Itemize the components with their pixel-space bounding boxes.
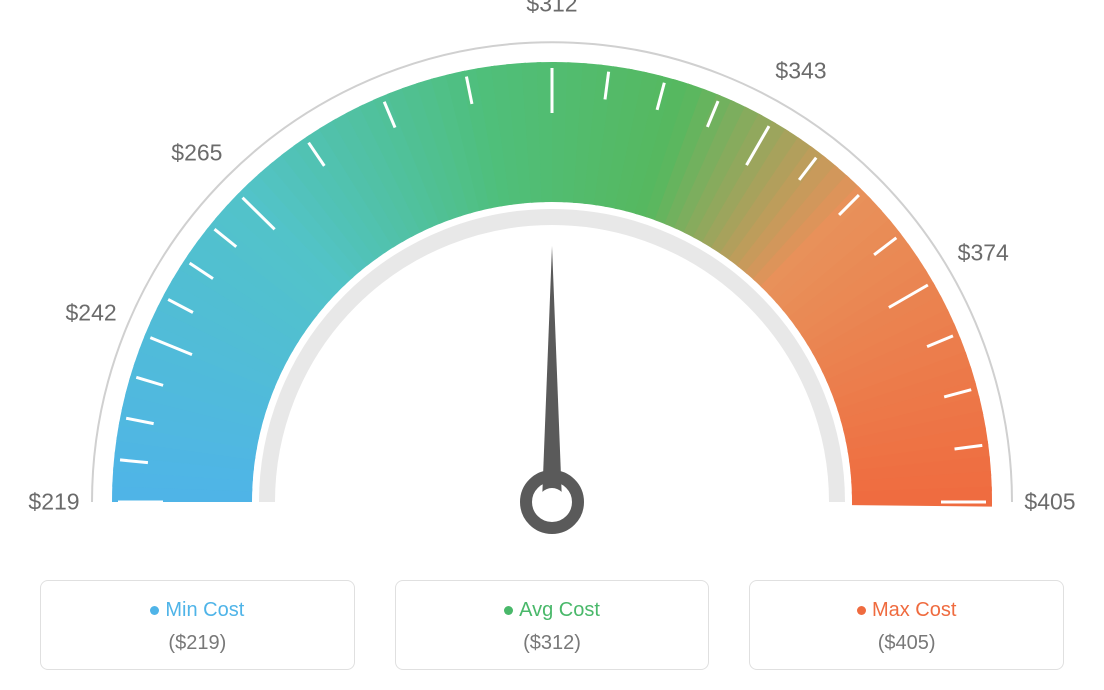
legend-dot-min [150,606,159,615]
legend-card-max: Max Cost ($405) [749,580,1064,670]
legend-title-avg: Avg Cost [504,599,600,622]
gauge-svg [0,0,1104,540]
gauge-tick-label: $312 [526,0,577,18]
gauge-chart: $219 $242 $265 $312 $343 $374 $405 [0,0,1104,540]
legend-value-min: ($219) [51,632,344,655]
gauge-tick-label: $219 [28,489,79,516]
legend-label-avg: Avg Cost [519,599,600,622]
gauge-tick-label: $405 [1024,489,1075,516]
gauge-tick-label: $374 [958,240,1009,267]
gauge-tick-label: $242 [66,300,117,327]
legend-card-avg: Avg Cost ($312) [395,580,710,670]
gauge-tick-label: $265 [171,139,222,166]
legend-label-max: Max Cost [872,599,956,622]
legend-title-max: Max Cost [857,599,956,622]
legend-value-max: ($405) [760,632,1053,655]
legend-card-min: Min Cost ($219) [40,580,355,670]
legend-dot-max [857,606,866,615]
legend-value-avg: ($312) [406,632,699,655]
legend-dot-avg [504,606,513,615]
legend-title-min: Min Cost [150,599,244,622]
legend-row: Min Cost ($219) Avg Cost ($312) Max Cost… [0,580,1104,670]
gauge-tick-label: $343 [775,57,826,84]
legend-label-min: Min Cost [165,599,244,622]
